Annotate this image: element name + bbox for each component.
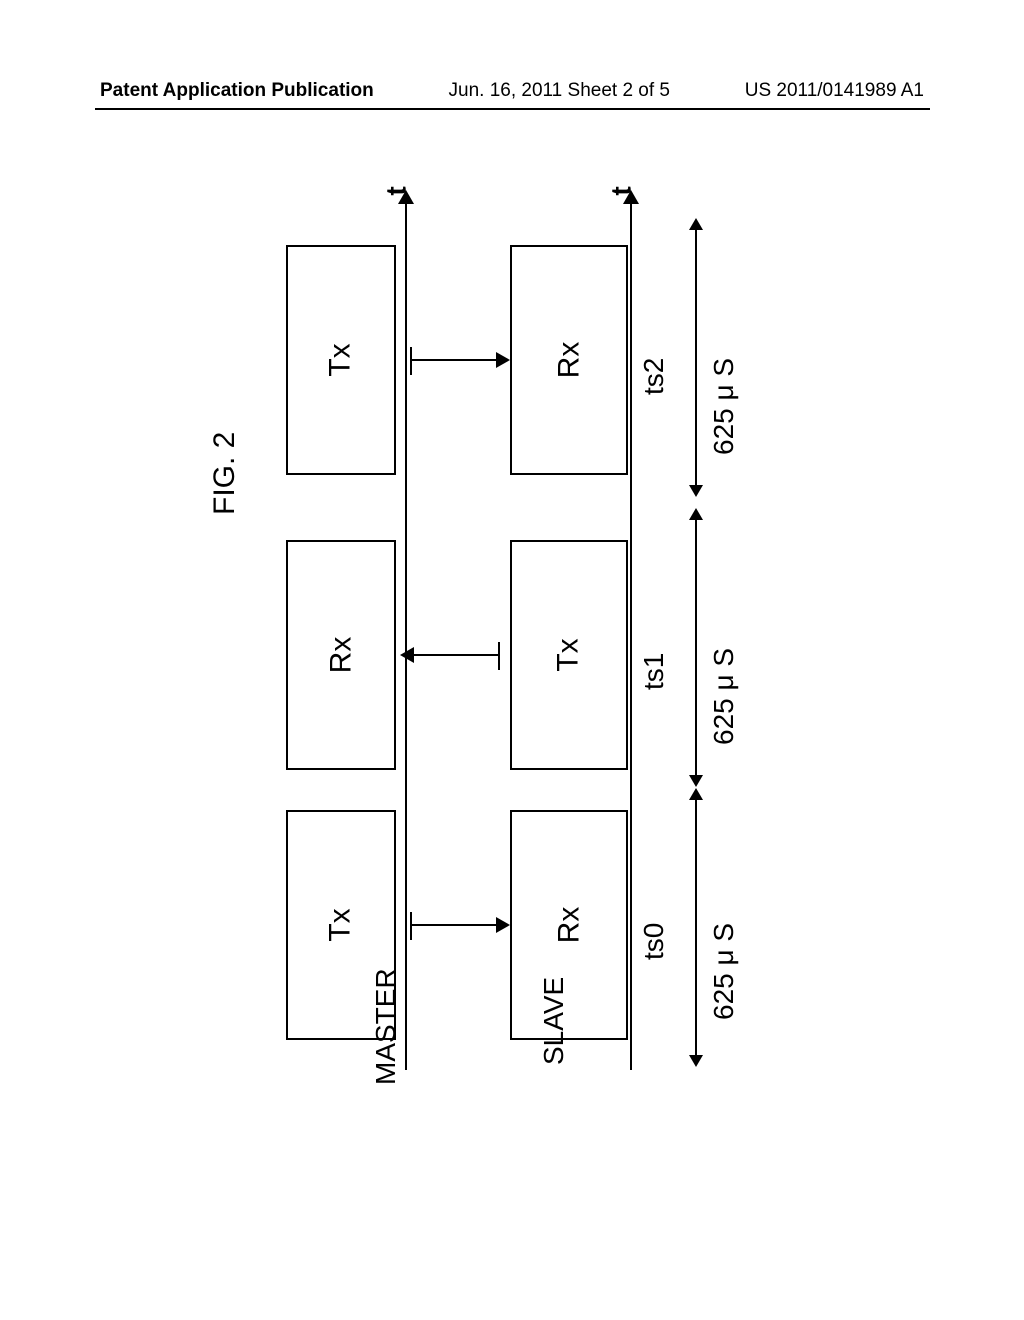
- slave-slot-ts2: Rx: [510, 245, 628, 475]
- slot-text: Rx: [324, 637, 358, 674]
- slave-slot-ts1: Tx: [510, 540, 628, 770]
- header-right: US 2011/0141989 A1: [745, 80, 924, 102]
- ts-label-ts1: ts1: [638, 653, 670, 690]
- duration-dim-ts1: [695, 510, 697, 785]
- master-slot-ts0: Tx: [286, 810, 396, 1040]
- page-header: Patent Application Publication Jun. 16, …: [0, 80, 1024, 102]
- master-slot-ts2: Tx: [286, 245, 396, 475]
- duration-label-ts0: 625 μ S: [708, 923, 740, 1020]
- master-slot-ts1: Rx: [286, 540, 396, 770]
- ts-label-ts0: ts0: [638, 923, 670, 960]
- slot-text: Rx: [552, 907, 586, 944]
- timing-diagram: MASTER SLAVE t t Tx Rx ts0 625 μ S Rx Tx…: [280, 190, 860, 1130]
- duration-label-ts1: 625 μ S: [708, 648, 740, 745]
- time-label-slave: t: [606, 186, 638, 195]
- slot-text: Tx: [324, 343, 358, 376]
- duration-dim-ts2: [695, 220, 697, 495]
- time-axis-slave: [630, 195, 632, 1070]
- duration-label-ts2: 625 μ S: [708, 358, 740, 455]
- tx-arrow-ts1: [405, 635, 505, 675]
- ts-label-ts2: ts2: [638, 358, 670, 395]
- tx-arrow-ts0: [405, 905, 505, 945]
- slot-text: Tx: [324, 908, 358, 941]
- time-label-master: t: [381, 186, 413, 195]
- duration-dim-ts0: [695, 790, 697, 1065]
- header-left: Patent Application Publication: [100, 80, 374, 102]
- header-center: Jun. 16, 2011 Sheet 2 of 5: [449, 80, 671, 102]
- slave-slot-ts0: Rx: [510, 810, 628, 1040]
- slot-text: Tx: [552, 638, 586, 671]
- header-rule: [95, 108, 930, 110]
- tx-arrow-ts2: [405, 340, 505, 380]
- slot-text: Rx: [552, 342, 586, 379]
- figure-label: FIG. 2: [208, 432, 242, 515]
